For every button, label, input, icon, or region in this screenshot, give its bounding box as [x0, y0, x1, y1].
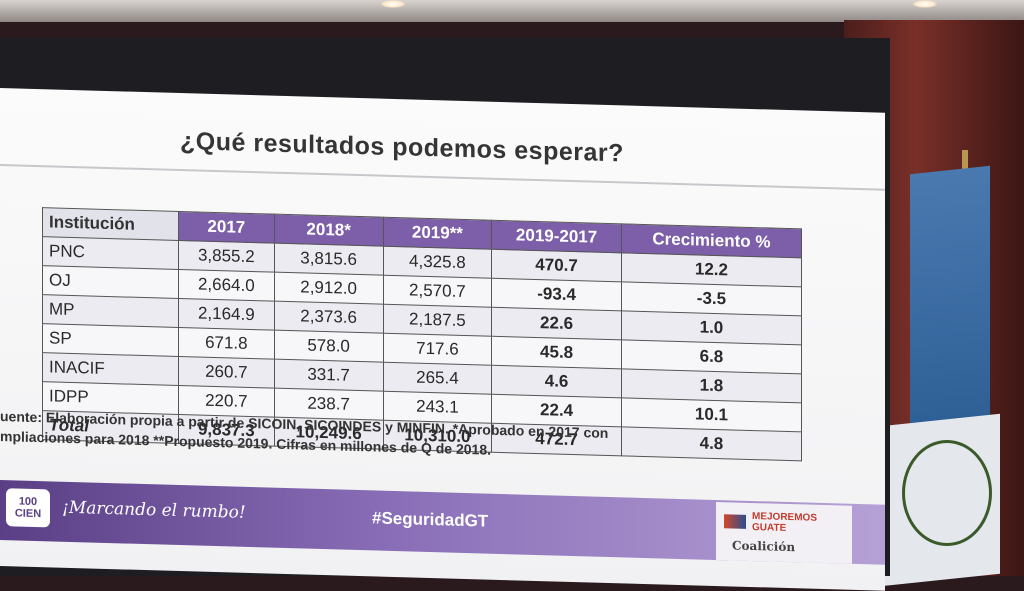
- coat-of-arms-icon: [902, 440, 992, 546]
- partner-name: MEJOREMOS GUATE: [752, 511, 817, 535]
- guatemala-flag: [880, 165, 1010, 587]
- partner-mark-icon: [724, 514, 746, 529]
- cell-2019: 265.4: [383, 362, 492, 395]
- cell-institution: OJ: [42, 265, 179, 299]
- ceiling-lamp: [380, 0, 406, 8]
- cell-2019: 2,570.7: [383, 275, 492, 308]
- cell-2019: 2,187.5: [383, 304, 492, 337]
- partner-name-line2: GUATE: [752, 522, 787, 534]
- slide: ¿Qué resultados podemos esperar? Institu…: [0, 88, 885, 591]
- ceiling: [0, 0, 1024, 22]
- cell-diff: 22.6: [491, 307, 622, 340]
- cell-institution: PNC: [42, 236, 179, 270]
- cell-2018: 331.7: [274, 359, 384, 392]
- header-2018: 2018*: [274, 214, 384, 247]
- cell-diff: 470.7: [491, 249, 622, 282]
- cell-2018: 3,815.6: [274, 243, 384, 276]
- cell-institution: MP: [42, 294, 179, 328]
- cell-2017: 2,664.0: [178, 269, 275, 302]
- cell-2018: 2,912.0: [274, 272, 384, 305]
- slide-footer: 100 CIEN ¡Marcando el rumbo! #SeguridadG…: [0, 480, 885, 565]
- slogan: ¡Marcando el rumbo!: [62, 497, 246, 523]
- header-institucion: Institución: [42, 207, 179, 241]
- cell-diff: -93.4: [491, 278, 622, 311]
- partner-subtitle: Coalición: [732, 538, 796, 555]
- cell-2017: 2,164.9: [178, 298, 275, 331]
- ceiling-lamp: [912, 0, 938, 8]
- cell-institution: INACIF: [42, 352, 179, 386]
- cell-diff: 45.8: [491, 336, 622, 369]
- header-2017: 2017: [178, 211, 275, 244]
- projection-screen: ¿Qué resultados podemos esperar? Institu…: [0, 38, 890, 591]
- logo-bottom-text: CIEN: [14, 507, 42, 521]
- cell-2019: 4,325.8: [383, 246, 492, 279]
- cell-2019: 717.6: [383, 333, 492, 366]
- title-divider: [0, 164, 885, 191]
- logo-top-text: 100: [18, 495, 38, 509]
- cell-institution: SP: [42, 323, 179, 357]
- cell-diff: 4.6: [491, 365, 622, 398]
- cien-logo: 100 CIEN: [6, 488, 50, 528]
- header-2019: 2019**: [383, 217, 492, 250]
- flag-blue-stripe: [910, 165, 990, 435]
- cell-2018: 578.0: [274, 330, 384, 363]
- header-diff: 2019-2017: [491, 220, 622, 253]
- cell-2017: 3,855.2: [178, 240, 275, 273]
- slide-title: ¿Qué resultados podemos esperar?: [180, 127, 624, 168]
- cell-2018: 2,373.6: [274, 301, 384, 334]
- cell-2017: 671.8: [178, 327, 275, 360]
- cell-2017: 260.7: [178, 356, 275, 389]
- partner-logo: MEJOREMOS GUATE Coalición: [716, 501, 852, 564]
- hashtag: #SeguridadGT: [372, 508, 489, 531]
